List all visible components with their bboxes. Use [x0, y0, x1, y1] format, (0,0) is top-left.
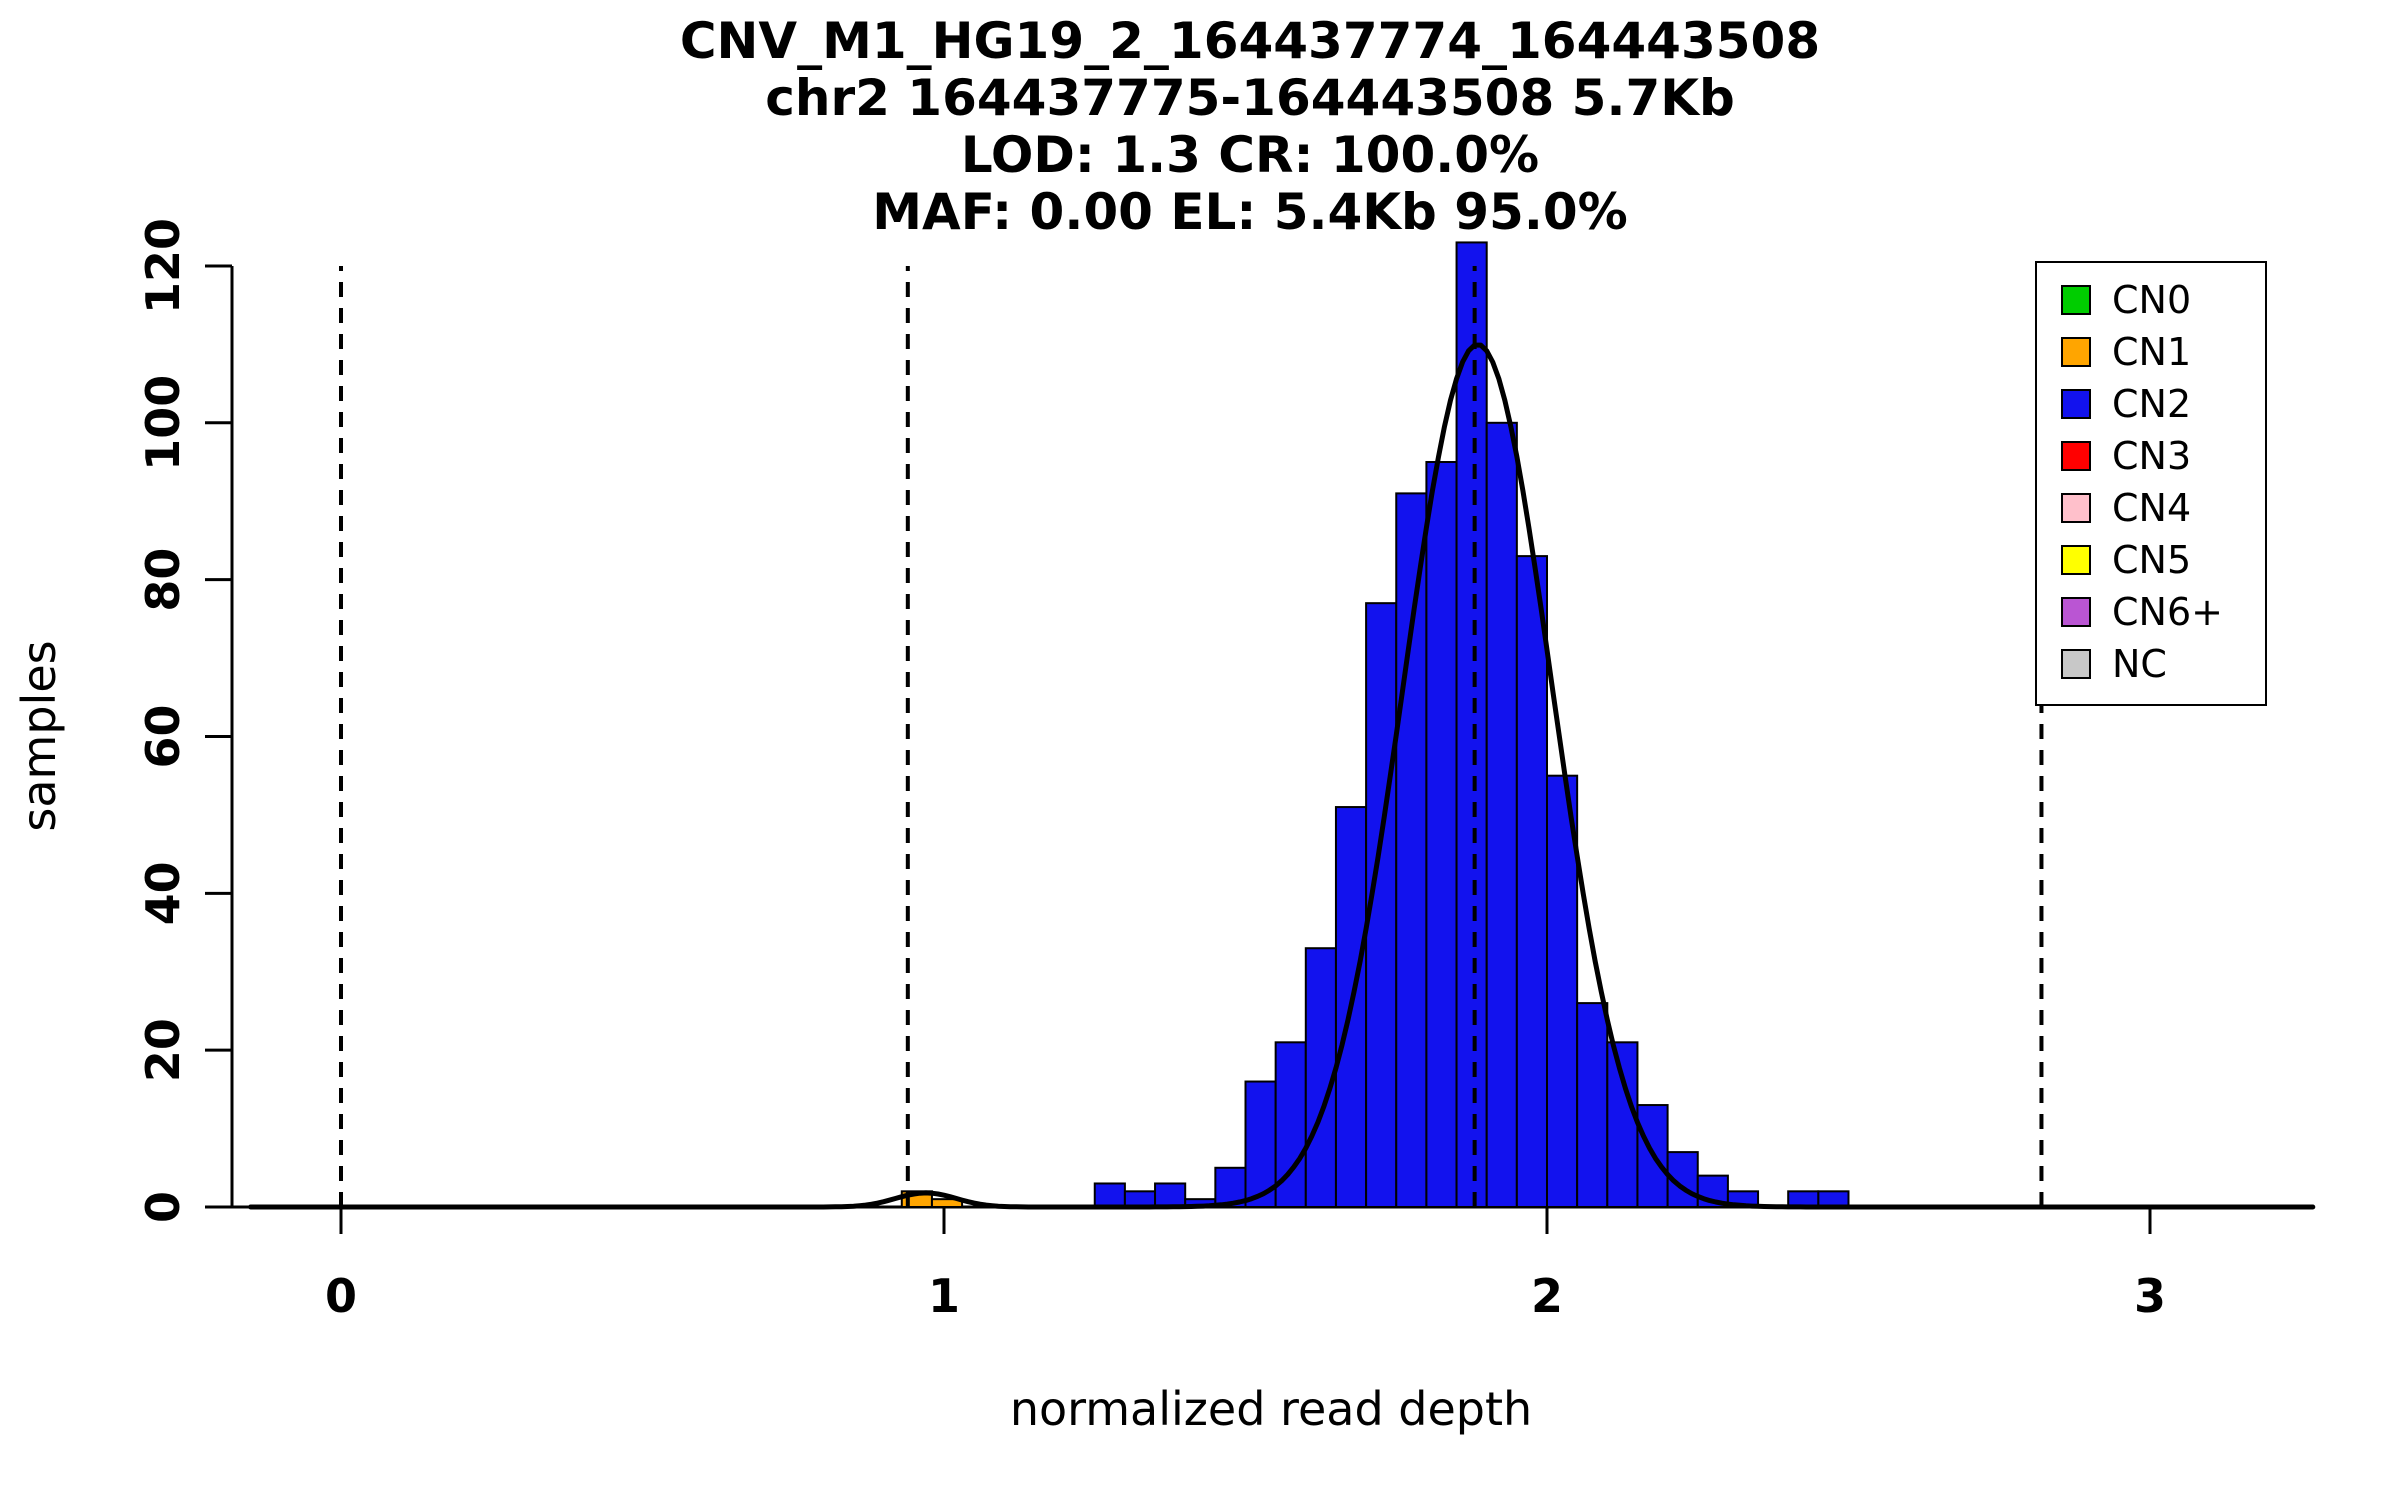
- histogram-bar-cn2: [1154, 1182, 1187, 1208]
- x-tick-label: 1: [928, 1269, 960, 1323]
- legend-swatch-cn5: [2061, 545, 2091, 575]
- legend-swatch-cn6plus: [2061, 597, 2091, 627]
- x-tick-label: 3: [2134, 1269, 2166, 1323]
- y-tick-label: 0: [136, 1191, 190, 1223]
- chart-title-line: chr2 164437775-164443508 5.7Kb: [765, 69, 1735, 127]
- legend-label: CN5: [2112, 538, 2191, 582]
- dashed-copy-number-guides: [339, 266, 2044, 1207]
- y-tick-label: 100: [136, 375, 190, 471]
- chart-title-line: CNV_M1_HG19_2_164437774_164443508: [680, 12, 1820, 70]
- legend-label: CN4: [2112, 486, 2191, 530]
- histogram-bar-cn1: [930, 1198, 964, 1208]
- copy-number-legend: CN0 CN1 CN2 CN3 CN4 CN5 CN6+ NC: [2035, 261, 2267, 706]
- legend-swatch-cn0: [2061, 285, 2091, 315]
- histogram-bar-cn2: [1425, 461, 1458, 1208]
- legend-swatch-cn4: [2061, 493, 2091, 523]
- histogram-bar-cn2: [1274, 1041, 1307, 1208]
- histogram-bar-cn2: [1455, 241, 1488, 1208]
- chart-title-line: MAF: 0.00 EL: 5.4Kb 95.0%: [872, 183, 1627, 241]
- chart-title-line: LOD: 1.3 CR: 100.0%: [961, 126, 1539, 184]
- y-axis-title: samples: [12, 640, 66, 831]
- histogram-bar-cn2: [1515, 555, 1548, 1208]
- density-curve: [248, 342, 2316, 1210]
- y-tick-label: 40: [136, 861, 190, 925]
- y-tick-label: 20: [136, 1018, 190, 1082]
- legend-label: CN3: [2112, 434, 2191, 478]
- x-tick-label: 2: [1531, 1269, 1563, 1323]
- legend-swatch-cn3: [2061, 441, 2091, 471]
- y-tick-label: 60: [136, 704, 190, 768]
- histogram-bar-cn2: [1606, 1041, 1639, 1208]
- legend-label: CN2: [2112, 382, 2191, 426]
- x-axis-title: normalized read depth: [1010, 1382, 1532, 1436]
- y-tick-label: 120: [136, 218, 190, 314]
- legend-swatch-nc: [2061, 649, 2091, 679]
- histogram-bar-cn2: [1485, 421, 1518, 1208]
- legend-label: CN6+: [2112, 590, 2223, 634]
- legend-frame: [2035, 261, 2267, 706]
- legend-label: NC: [2112, 642, 2167, 686]
- legend-label: CN1: [2112, 330, 2191, 374]
- chart-axes: 0 1 2 3 0 20 40 60 80 100 120 normalized read depth…: [12, 218, 2310, 1436]
- histogram-bar-cn2: [1395, 492, 1428, 1208]
- legend-label: CN0: [2112, 278, 2191, 322]
- histogram-bars: [900, 241, 1850, 1209]
- x-tick-label: 0: [325, 1269, 357, 1323]
- histogram-bar-cn2: [1093, 1182, 1126, 1208]
- density-curve-path: [248, 342, 2316, 1210]
- histogram-bar-cn2: [1576, 1002, 1609, 1208]
- y-tick-label: 80: [136, 548, 190, 612]
- histogram-bar-cn2: [1546, 774, 1579, 1208]
- legend-swatch-cn1: [2061, 337, 2091, 367]
- legend-swatch-cn2: [2061, 389, 2091, 419]
